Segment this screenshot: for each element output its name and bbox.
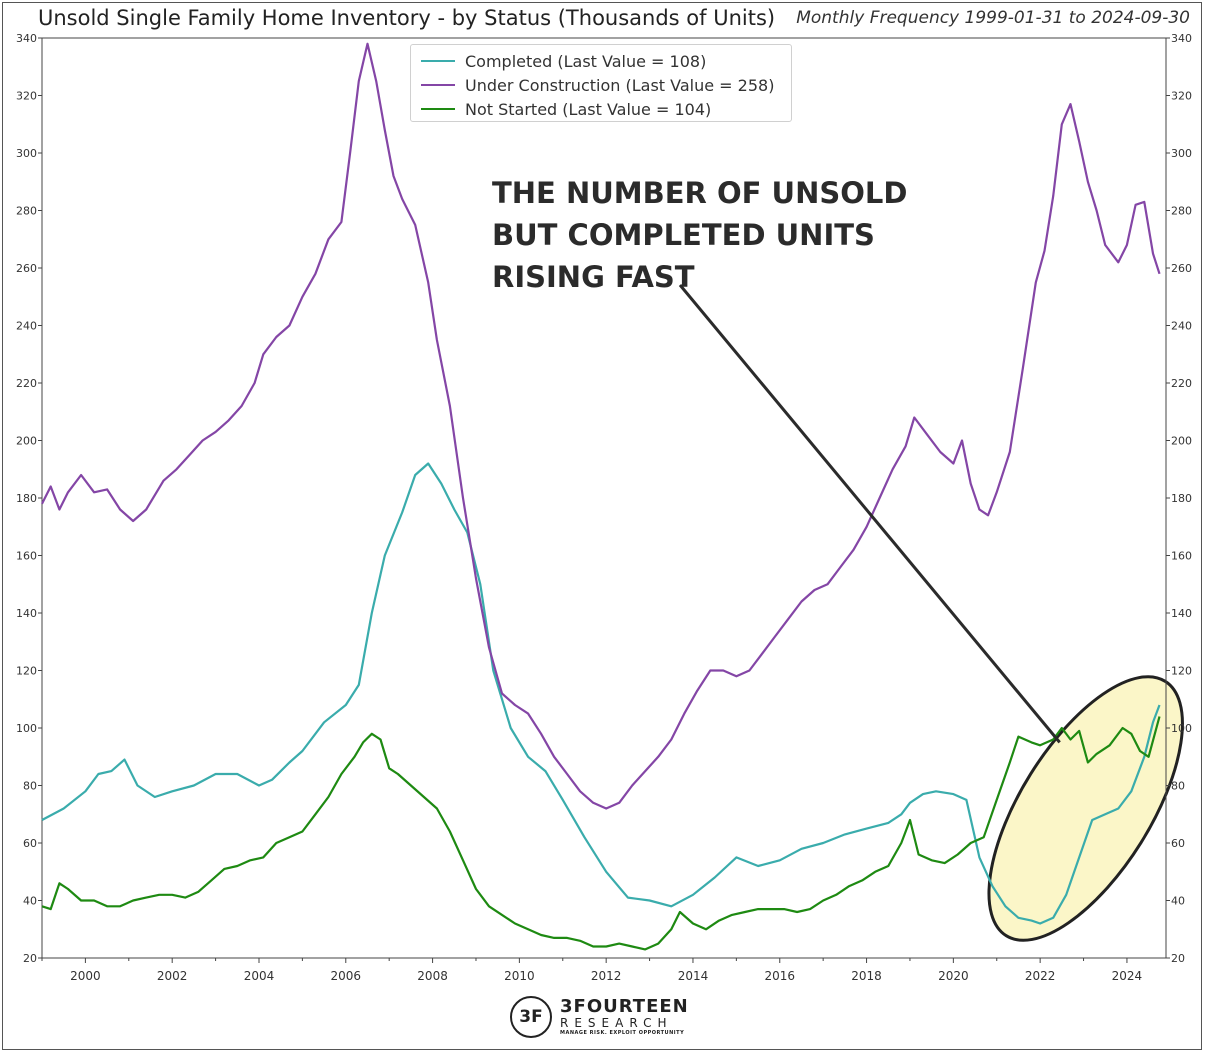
y-tick-label-right: 220: [1171, 377, 1192, 390]
y-tick-label-right: 140: [1171, 607, 1192, 620]
y-tick-label-left: 120: [16, 665, 37, 678]
legend-item-not-started: Not Started (Last Value = 104): [421, 97, 791, 121]
y-tick-label-left: 60: [23, 837, 37, 850]
x-tick-label: 2024: [1112, 969, 1143, 983]
legend-item-completed: Completed (Last Value = 108): [421, 49, 791, 73]
y-tick-label-left: 100: [16, 722, 37, 735]
logo-sub: RESEARCH: [560, 1015, 673, 1030]
annotation-line-3: RISING FAST: [492, 260, 695, 294]
chart-subtitle: Monthly Frequency 1999-01-31 to 2024-09-…: [796, 8, 1190, 28]
y-tick-label-right: 60: [1171, 837, 1185, 850]
highlight-ellipse: [987, 675, 1184, 942]
y-tick-label-left: 220: [16, 377, 37, 390]
x-tick-label: 2002: [157, 969, 188, 983]
chart-title: Unsold Single Family Home Inventory - by…: [38, 6, 776, 30]
y-tick-label-left: 280: [16, 205, 37, 218]
series-line-under-construction: [41, 42, 1161, 810]
y-tick-label-left: 300: [16, 147, 37, 160]
y-tick-label-left: 260: [16, 262, 37, 275]
annotation-line-1: THE NUMBER OF UNSOLD: [492, 176, 908, 210]
y-tick-label-left: 80: [23, 780, 37, 793]
annotation-text: THE NUMBER OF UNSOLD BUT COMPLETED UNITS…: [492, 172, 907, 298]
x-tick-label: 2014: [678, 969, 709, 983]
x-tick-label: 2020: [938, 969, 969, 983]
legend-label-not-started: Not Started (Last Value = 104): [465, 99, 712, 119]
y-tick-label-right: 280: [1171, 205, 1192, 218]
legend-label-under-construction: Under Construction (Last Value = 258): [465, 75, 775, 95]
brand-logo: 3F 3FOURTEEN RESEARCH MANAGE RISK. EXPLO…: [510, 996, 689, 1038]
y-tick-label-left: 340: [16, 32, 37, 45]
x-tick-label: 2012: [591, 969, 622, 983]
x-tick-label: 2008: [417, 969, 448, 983]
y-tick-label-right: 240: [1171, 320, 1192, 333]
y-tick-label-right: 80: [1171, 780, 1185, 793]
logo-tagline: MANAGE RISK. EXPLOIT OPPORTUNITY: [560, 1029, 685, 1036]
legend-item-under-construction: Under Construction (Last Value = 258): [421, 73, 791, 97]
legend-swatch-under-construction: [421, 84, 455, 86]
y-tick-label-left: 320: [16, 90, 37, 103]
series-line-not-started: [41, 716, 1161, 951]
y-tick-label-right: 340: [1171, 32, 1192, 45]
x-tick-label: 2018: [851, 969, 882, 983]
x-tick-label: 2022: [1025, 969, 1056, 983]
y-tick-label-left: 180: [16, 492, 37, 505]
y-tick-label-right: 160: [1171, 550, 1192, 563]
legend-swatch-not-started: [421, 108, 455, 110]
legend-swatch-completed: [421, 60, 455, 62]
y-tick-label-right: 120: [1171, 665, 1192, 678]
legend-label-completed: Completed (Last Value = 108): [465, 51, 707, 71]
y-tick-label-right: 260: [1171, 262, 1192, 275]
x-tick-label: 2004: [244, 969, 275, 983]
logo-text: 3FOURTEEN RESEARCH MANAGE RISK. EXPLOIT …: [560, 995, 689, 1037]
series-line-completed: [41, 462, 1161, 925]
y-tick-label-left: 200: [16, 435, 37, 448]
y-tick-label-right: 300: [1171, 147, 1192, 160]
y-tick-label-left: 20: [23, 952, 37, 965]
y-tick-label-right: 40: [1171, 895, 1185, 908]
y-tick-label-right: 320: [1171, 90, 1192, 103]
x-tick-label: 2006: [331, 969, 362, 983]
y-tick-label-left: 40: [23, 895, 37, 908]
x-tick-label: 2010: [504, 969, 535, 983]
x-tick-label: 2000: [70, 969, 101, 983]
y-tick-label-right: 200: [1171, 435, 1192, 448]
y-tick-label-left: 140: [16, 607, 37, 620]
chart-legend: Completed (Last Value = 108) Under Const…: [410, 44, 792, 122]
logo-mark: 3F: [510, 996, 552, 1038]
logo-name: 3FOURTEEN: [560, 995, 689, 1017]
annotation-line-2: BUT COMPLETED UNITS: [492, 218, 875, 252]
y-tick-label-right: 180: [1171, 492, 1192, 505]
y-tick-label-right: 100: [1171, 722, 1192, 735]
x-tick-label: 2016: [764, 969, 795, 983]
y-tick-label-right: 20: [1171, 952, 1185, 965]
annotation-arrow: [678, 284, 1061, 744]
y-tick-label-left: 160: [16, 550, 37, 563]
y-tick-label-left: 240: [16, 320, 37, 333]
